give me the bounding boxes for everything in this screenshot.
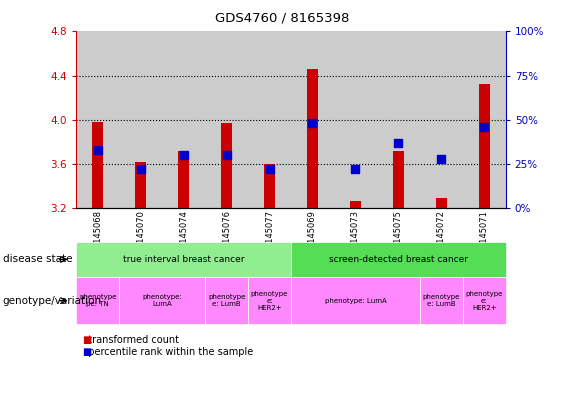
Point	[308, 120, 317, 127]
Bar	[76, 31, 119, 208]
Point	[480, 124, 489, 130]
Text: phenotype
e: LumB: phenotype e: LumB	[423, 294, 460, 307]
Text: transformed count: transformed count	[82, 335, 179, 345]
Bar	[350, 200, 360, 208]
Bar	[307, 69, 318, 208]
Bar	[264, 164, 275, 208]
Text: phenotype
pe: TN: phenotype pe: TN	[79, 294, 116, 307]
Point	[222, 152, 231, 158]
Bar	[436, 198, 446, 208]
Text: phenotype:
LumA: phenotype: LumA	[142, 294, 182, 307]
Bar	[93, 122, 103, 208]
Text: disease state: disease state	[3, 254, 72, 264]
Bar	[291, 31, 334, 208]
Bar	[377, 31, 420, 208]
Point	[265, 166, 274, 173]
Text: screen-detected breast cancer: screen-detected breast cancer	[329, 255, 468, 264]
Point	[437, 156, 446, 162]
Point	[136, 166, 145, 173]
Text: phenotype
e:
HER2+: phenotype e: HER2+	[466, 291, 503, 310]
Bar	[221, 123, 232, 208]
Point	[179, 152, 188, 158]
Point	[394, 140, 403, 146]
Bar	[334, 31, 377, 208]
Text: true interval breast cancer: true interval breast cancer	[123, 255, 245, 264]
Bar	[136, 162, 146, 208]
Bar	[205, 31, 248, 208]
Bar	[463, 31, 506, 208]
Text: genotype/variation: genotype/variation	[3, 296, 102, 306]
Text: GDS4760 / 8165398: GDS4760 / 8165398	[215, 12, 350, 25]
Text: ■: ■	[82, 335, 91, 345]
Text: phenotype
e:
HER2+: phenotype e: HER2+	[251, 291, 288, 310]
Bar	[393, 151, 403, 208]
Bar	[479, 84, 489, 208]
Point	[351, 166, 360, 173]
Text: ■: ■	[82, 347, 91, 357]
Bar	[179, 151, 189, 208]
Text: percentile rank within the sample: percentile rank within the sample	[82, 347, 253, 357]
Text: phenotype: LumA: phenotype: LumA	[324, 298, 386, 304]
Bar	[162, 31, 205, 208]
Point	[93, 147, 102, 153]
Bar	[420, 31, 463, 208]
Bar	[119, 31, 162, 208]
Text: phenotype
e: LumB: phenotype e: LumB	[208, 294, 245, 307]
Bar	[248, 31, 291, 208]
